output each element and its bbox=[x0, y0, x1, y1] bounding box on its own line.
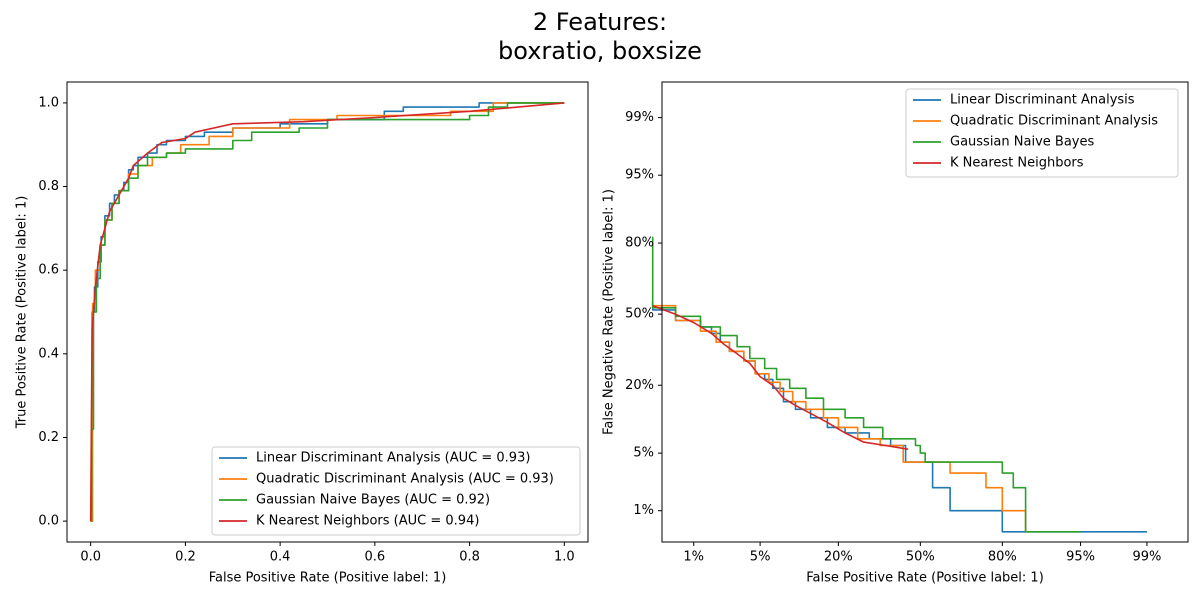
roc-x-tick-label: 1.0 bbox=[554, 550, 575, 565]
det-y-tick-label: 99% bbox=[625, 110, 654, 125]
roc-legend-label: K Nearest Neighbors (AUC = 0.94) bbox=[256, 514, 479, 529]
det-x-tick-label: 5% bbox=[750, 550, 771, 565]
roc-x-tick-label: 0.8 bbox=[459, 550, 480, 565]
det-axes: 1% 1% 5% 5% 20% 20% 50% 50% 80% 80% 95% 95% 99% 99% Fa… bbox=[602, 81, 1189, 586]
roc-legend-label: Quadratic Discriminant Analysis (AUC = 0… bbox=[256, 472, 554, 487]
det-x-axis-label: False Positive Rate (Positive label: 1) bbox=[806, 571, 1044, 586]
det-x-tick-label: 95% bbox=[1066, 550, 1095, 565]
roc-x-tick-label: 0.0 bbox=[80, 550, 101, 565]
det-y-tick-label: 80% bbox=[625, 236, 654, 251]
roc-series-line bbox=[90, 102, 565, 522]
det-y-tick-label: 95% bbox=[625, 168, 654, 183]
roc-x-tick-label: 0.2 bbox=[175, 550, 196, 565]
det-legend-label: Linear Discriminant Analysis bbox=[950, 93, 1135, 108]
roc-y-tick-label: 0.0 bbox=[38, 514, 59, 529]
det-legend-label: Gaussian Naive Bayes bbox=[950, 135, 1094, 150]
det-series-line bbox=[651, 236, 1081, 533]
det-y-axis-label: False Negative Rate (Positive label: 1) bbox=[602, 189, 617, 435]
roc-plot-frame bbox=[66, 81, 589, 543]
det-y-tick-label: 50% bbox=[625, 307, 654, 322]
det-x-tick-label: 80% bbox=[988, 550, 1017, 565]
det-y-tick-label: 5% bbox=[633, 446, 654, 461]
det-legend-label: K Nearest Neighbors bbox=[950, 156, 1084, 171]
roc-x-tick-label: 0.4 bbox=[270, 550, 291, 565]
det-series-line bbox=[651, 301, 1027, 532]
roc-y-tick-label: 0.4 bbox=[38, 346, 59, 361]
det-x-tick-label: 50% bbox=[906, 550, 935, 565]
roc-y-tick-label: 0.2 bbox=[38, 430, 59, 445]
roc-legend-label: Gaussian Naive Bayes (AUC = 0.92) bbox=[256, 493, 490, 508]
roc-x-tick-label: 0.6 bbox=[365, 550, 386, 565]
det-y-tick-label: 20% bbox=[625, 378, 654, 393]
roc-axes: 0.0 0.2 0.4 0.6 0.8 1.0 0.0 0.2 0.4 0.6 0.8 1.0 Fals… bbox=[15, 81, 589, 586]
roc-y-tick-label: 0.8 bbox=[38, 179, 59, 194]
roc-y-tick-label: 0.6 bbox=[38, 263, 59, 278]
det-series-line bbox=[652, 304, 909, 450]
roc-y-axis-label: True Positive Rate (Positive label: 1) bbox=[15, 196, 30, 430]
figure-title-line-1: 2 Features: bbox=[532, 8, 668, 36]
roc-legend-label: Linear Discriminant Analysis (AUC = 0.93… bbox=[256, 451, 530, 466]
det-x-tick-label: 20% bbox=[824, 550, 853, 565]
roc-y-tick-label: 1.0 bbox=[38, 95, 59, 110]
det-plot-frame bbox=[661, 81, 1189, 543]
det-x-tick-label: 99% bbox=[1132, 550, 1161, 565]
roc-legend-box bbox=[211, 446, 581, 536]
roc-series-line bbox=[89, 102, 565, 522]
figure-title-line-2: boxratio, boxsize bbox=[498, 37, 702, 65]
det-legend-label: Quadratic Discriminant Analysis bbox=[950, 114, 1158, 129]
roc-x-axis-label: False Positive Rate (Positive label: 1) bbox=[209, 571, 447, 586]
det-x-tick-label: 1% bbox=[683, 550, 704, 565]
det-legend-box bbox=[905, 88, 1179, 178]
det-y-tick-label: 1% bbox=[633, 503, 654, 518]
